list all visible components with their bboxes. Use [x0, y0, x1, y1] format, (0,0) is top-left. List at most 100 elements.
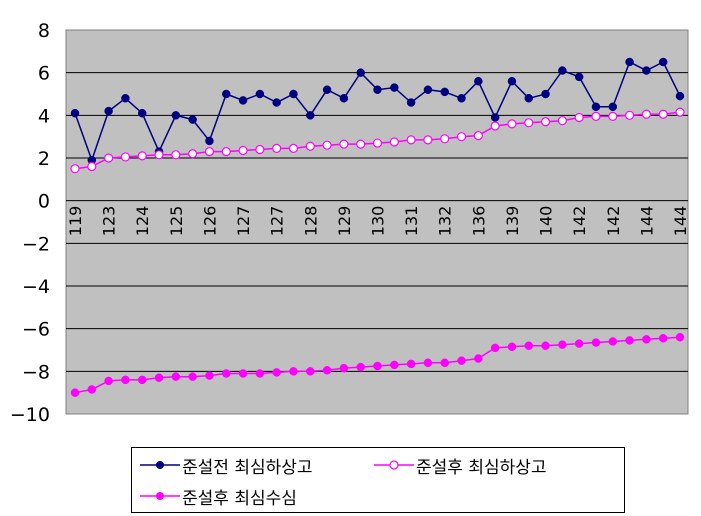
data-point-1: [356, 139, 366, 149]
data-point-2: [322, 366, 332, 375]
y-tick-label: −4: [22, 276, 50, 298]
legend: 준설전 최심하상고 준설후 최심하상고 준설후 최심수심: [131, 447, 625, 513]
data-point-1: [255, 144, 265, 155]
legend-label-after-depth: 준설후 최심수심: [182, 488, 297, 509]
data-point-0: [356, 68, 365, 77]
data-point-0: [558, 66, 567, 75]
data-point-1: [339, 139, 349, 149]
data-point-2: [457, 356, 466, 365]
data-point-1: [423, 135, 433, 145]
data-point-2: [238, 369, 248, 378]
data-point-1: [171, 150, 181, 160]
data-point-0: [104, 106, 113, 116]
data-point-1: [272, 143, 282, 153]
data-point-1: [288, 143, 299, 153]
data-point-2: [121, 375, 130, 385]
data-point-1: [524, 118, 534, 128]
data-point-0: [205, 136, 214, 146]
data-point-0: [423, 85, 433, 94]
data-point-1: [389, 137, 399, 147]
data-point-2: [339, 363, 349, 373]
y-tick-label: −6: [22, 319, 50, 341]
data-point-1: [557, 116, 567, 126]
data-point-1: [440, 134, 450, 144]
data-point-1: [574, 112, 584, 123]
x-tick-label: 129: [335, 206, 354, 237]
data-point-2: [608, 337, 618, 346]
data-point-2: [591, 338, 601, 347]
data-point-0: [642, 66, 651, 75]
data-point-1: [204, 147, 215, 157]
x-tick-label: 131: [402, 206, 421, 237]
data-point-0: [289, 89, 298, 99]
data-point-2: [658, 334, 668, 343]
data-point-0: [490, 113, 500, 122]
data-point-1: [473, 131, 483, 141]
legend-label-before-bed: 준설전 최심하상고: [182, 457, 313, 478]
data-point-0: [306, 111, 315, 120]
legend-label-after-bed: 준설후 최심하상고: [416, 457, 547, 478]
series-group: [70, 57, 685, 397]
data-point-0: [121, 94, 130, 103]
data-point-1: [221, 147, 231, 157]
data-point-1: [456, 132, 467, 142]
legend-item-after-bed: 준설후 최심하상고: [372, 453, 547, 478]
data-point-0: [137, 108, 147, 118]
x-tick-label: 127: [268, 206, 287, 237]
data-point-1: [238, 145, 248, 156]
data-point-2: [87, 385, 97, 394]
data-point-2: [70, 388, 80, 397]
x-tick-label: 123: [100, 206, 119, 237]
data-point-0: [541, 89, 550, 99]
data-point-1: [490, 121, 500, 131]
data-point-2: [272, 368, 281, 377]
data-point-1: [322, 140, 332, 150]
data-point-0: [608, 102, 618, 112]
data-point-0: [457, 94, 466, 103]
data-point-2: [171, 372, 181, 381]
data-point-2: [507, 342, 517, 352]
data-point-0: [474, 76, 483, 86]
data-point-2: [390, 360, 399, 370]
x-tick-label: 136: [469, 206, 488, 237]
data-point-1: [658, 109, 668, 119]
data-point-0: [658, 57, 668, 67]
data-point-2: [574, 339, 584, 348]
legend-symbol-before-bed: [140, 461, 180, 469]
data-point-1: [87, 161, 97, 172]
data-point-1: [137, 151, 147, 161]
data-point-1: [641, 109, 651, 119]
x-tick-label: 128: [301, 206, 320, 237]
data-point-2: [675, 332, 685, 342]
data-point-1: [608, 111, 618, 122]
data-point-2: [356, 362, 365, 372]
x-axis-ticks: 119 123 124 125 126 127 127 128 129 130 131 132 136 1…: [66, 206, 690, 237]
data-point-0: [339, 94, 349, 103]
data-point-1: [507, 119, 517, 129]
data-point-2: [406, 359, 416, 369]
data-point-1: [624, 110, 635, 120]
data-point-0: [70, 108, 80, 118]
data-point-2: [137, 375, 147, 385]
x-tick-label: 140: [537, 206, 556, 237]
y-tick-label: 8: [38, 20, 50, 42]
data-point-1: [675, 107, 685, 117]
data-point-1: [305, 141, 315, 151]
x-tick-label: 125: [167, 206, 186, 237]
data-point-1: [104, 153, 114, 163]
data-point-2: [255, 369, 265, 378]
data-point-2: [222, 369, 231, 378]
data-point-0: [591, 102, 601, 112]
data-point-0: [406, 98, 416, 107]
data-point-0: [524, 94, 533, 103]
data-point-1: [120, 152, 131, 162]
data-point-2: [490, 343, 500, 353]
legend-item-after-depth: 준설후 최심수심: [138, 484, 297, 509]
data-point-1: [154, 150, 164, 160]
data-point-2: [289, 367, 298, 376]
data-point-2: [625, 336, 634, 345]
data-point-2: [642, 335, 651, 344]
data-point-0: [390, 83, 399, 92]
data-point-2: [474, 354, 483, 363]
data-point-0: [238, 96, 248, 105]
